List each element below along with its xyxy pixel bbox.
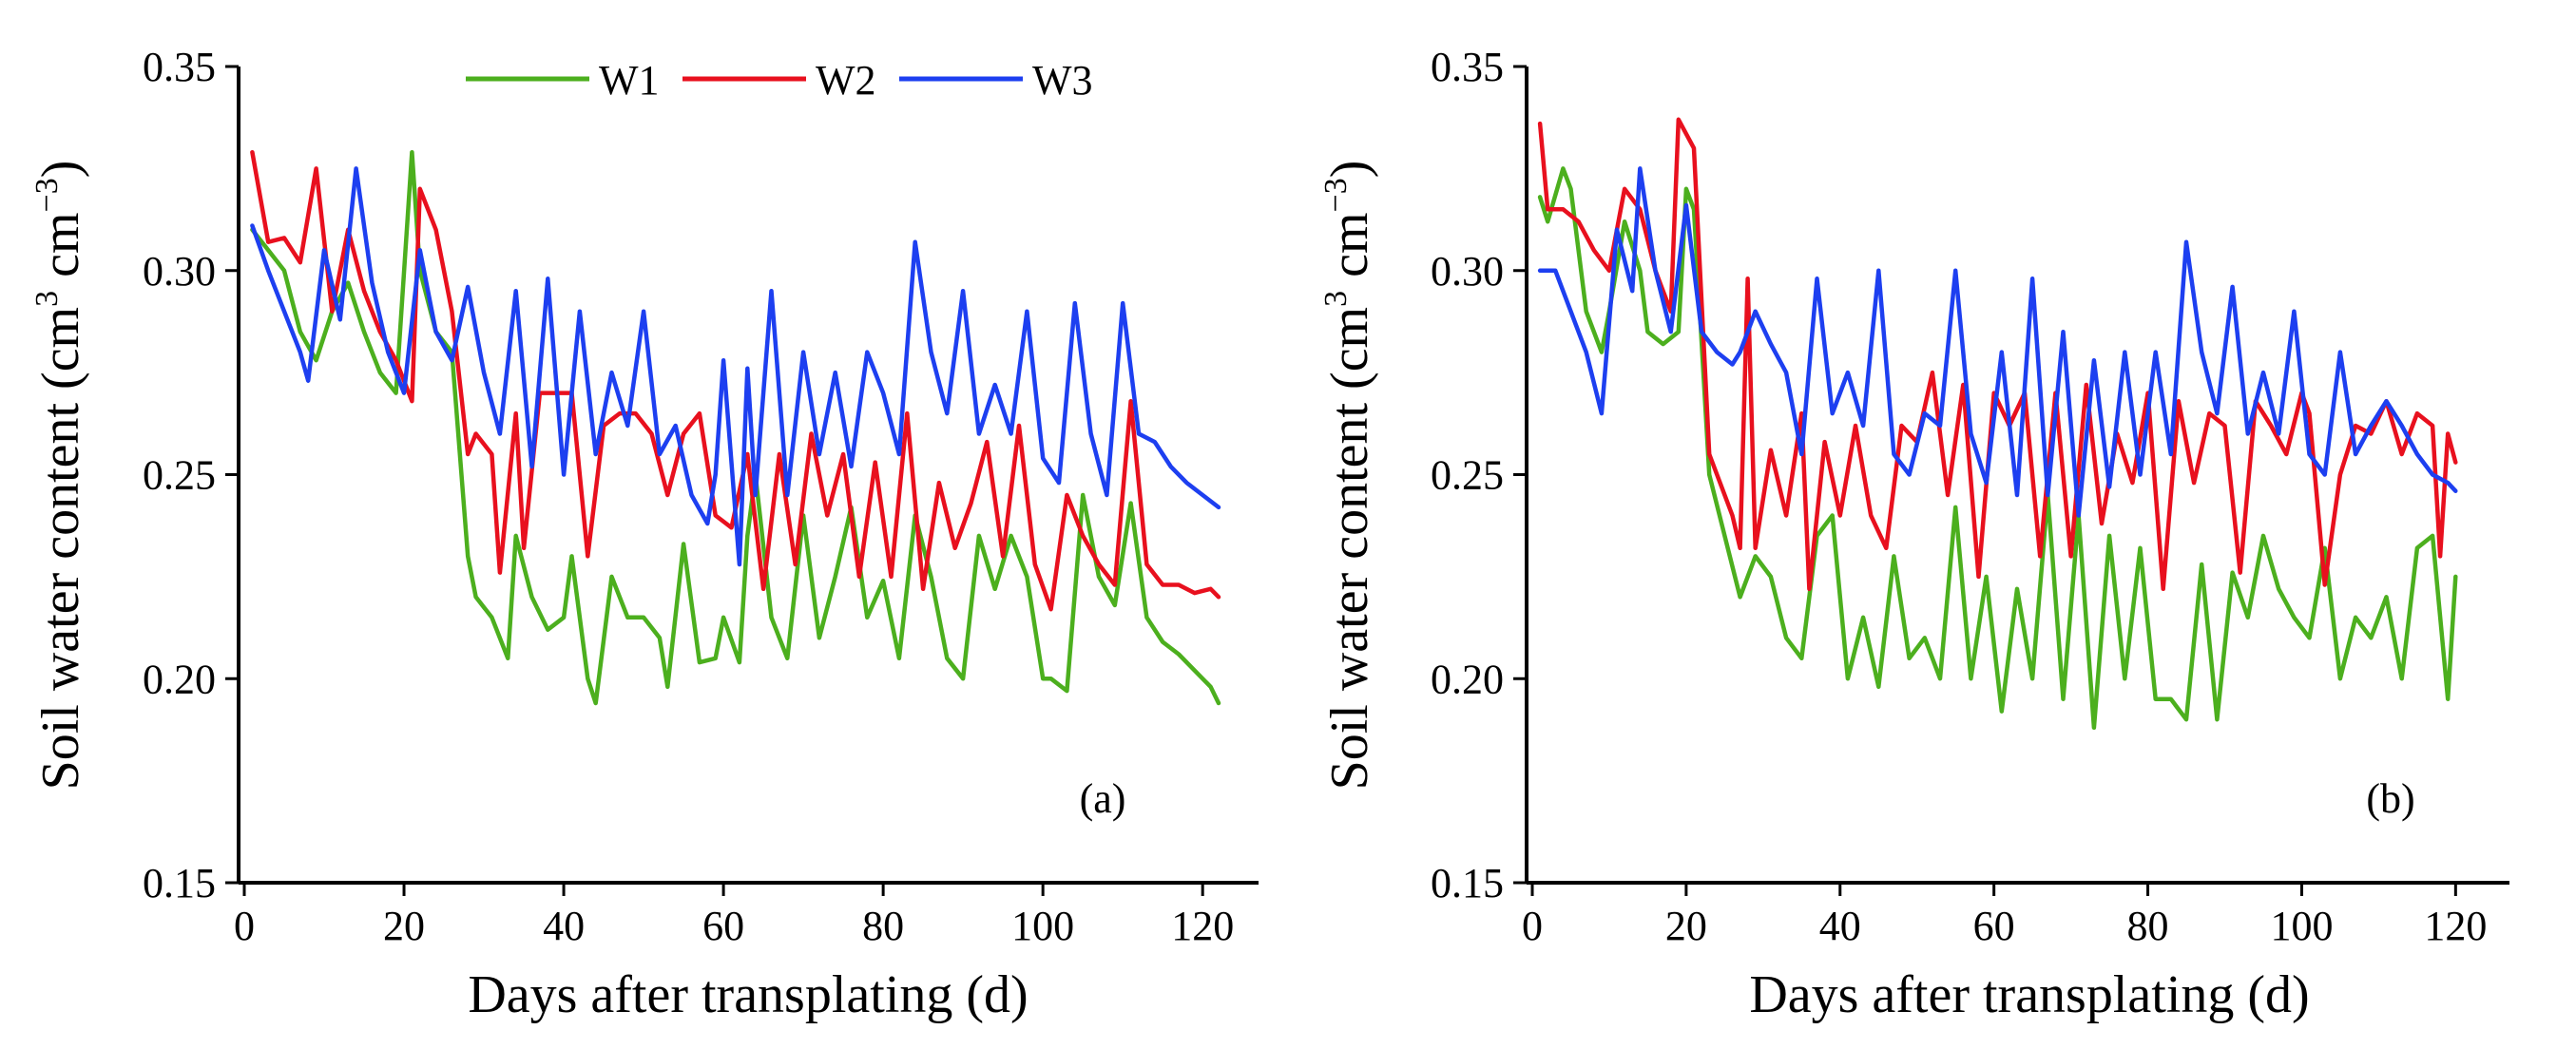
series-line-w1 xyxy=(1537,166,2458,731)
x-tick-label: 40 xyxy=(1819,903,1861,949)
panel-a-y-axis-title: Soil water content (cm3 cm−3) xyxy=(29,161,90,791)
panel-b-y-axis-title: Soil water content (cm3 cm−3) xyxy=(1318,161,1379,791)
panel-b-y-title-space xyxy=(1320,277,1379,291)
panel-a-y-title-sup2: −3 xyxy=(29,178,65,212)
panel-b-ticks: 0.15 0.20 0.25 0.30 0.35 0 20 40 60 80 100 120 xyxy=(1431,44,2487,949)
panel-b-y-title-unit: cm xyxy=(1320,212,1379,277)
series-line-w3 xyxy=(250,166,1221,567)
y-tick-label: 0.35 xyxy=(1431,44,1504,90)
x-tick-label: 120 xyxy=(1171,903,1234,949)
panel-a-ticks: 0.15 0.20 0.25 0.30 0.35 0 20 40 60 80 100 120 xyxy=(143,44,1234,949)
x-tick-label: 100 xyxy=(1011,903,1074,949)
y-tick-label: 0.15 xyxy=(143,860,216,906)
legend-label-w1: W1 xyxy=(599,57,660,104)
x-tick-label: 80 xyxy=(862,903,904,949)
y-tick-label: 0.35 xyxy=(143,44,216,90)
panel-b-series xyxy=(1537,117,2458,731)
panel-b-y-title-sup2: −3 xyxy=(1318,178,1354,212)
x-tick-label: 0 xyxy=(234,903,255,949)
panel-b-y-title-sup1: 3 xyxy=(1318,291,1354,307)
x-tick-label: 60 xyxy=(1973,903,2015,949)
x-tick-label: 20 xyxy=(383,903,425,949)
panel-a-y-title-close: ) xyxy=(31,161,90,179)
y-tick-label: 0.20 xyxy=(1431,656,1504,702)
x-tick-label: 100 xyxy=(2270,903,2333,949)
panel-b-x-axis-title: Days after transplating (d) xyxy=(1749,965,2309,1024)
x-tick-label: 80 xyxy=(2127,903,2169,949)
panel-a-label: (a) xyxy=(1080,775,1126,822)
legend: W1 W2 W3 xyxy=(466,57,1093,104)
legend-label-w2: W2 xyxy=(816,57,876,104)
panel-b-chart: 0.150.200.250.300.350 20 40 60 80 100 120 (b) … xyxy=(1318,44,2509,1024)
panel-a-y-title-sup1: 3 xyxy=(29,291,65,307)
panel-a-y-title-unit: cm xyxy=(31,212,90,277)
legend-label-w3: W3 xyxy=(1032,57,1093,104)
x-tick-label: 60 xyxy=(702,903,744,949)
panel-a-chart: 0.150.200.250.300.350 20 40 60 80 100 120 (a) … xyxy=(29,44,1259,1024)
y-tick-label: 0.30 xyxy=(1431,248,1504,295)
series-line-w3 xyxy=(1537,166,2458,518)
y-tick-label: 0.30 xyxy=(143,248,216,295)
y-tick-label: 0.25 xyxy=(1431,452,1504,499)
y-tick-label: 0.20 xyxy=(143,656,216,702)
y-tick-label: 0.15 xyxy=(1431,860,1504,906)
x-tick-label: 120 xyxy=(2424,903,2487,949)
x-tick-label: 40 xyxy=(543,903,585,949)
panel-b-y-title-main: Soil water content (cm xyxy=(1320,307,1379,791)
panel-a-x-axis-title: Days after transplating (d) xyxy=(468,965,1028,1024)
panel-a-y-title-main: Soil water content (cm xyxy=(31,307,90,791)
panel-a-series xyxy=(250,149,1221,706)
series-line-w1 xyxy=(250,149,1221,706)
panel-b-label: (b) xyxy=(2366,775,2414,822)
y-tick-label: 0.25 xyxy=(143,452,216,499)
x-tick-label: 0 xyxy=(1522,903,1543,949)
x-tick-label: 20 xyxy=(1665,903,1707,949)
panel-b-y-title-close: ) xyxy=(1320,161,1379,179)
panel-a-y-title-space xyxy=(31,277,90,291)
series-line-w2 xyxy=(1537,117,2458,592)
